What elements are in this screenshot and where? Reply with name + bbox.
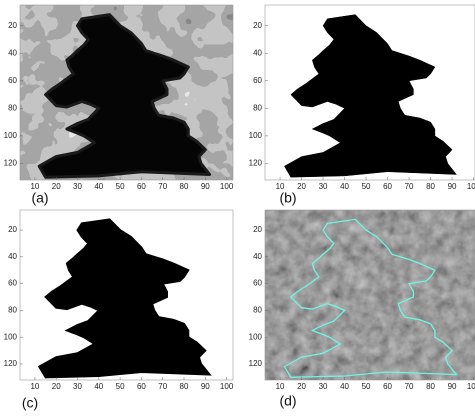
y-tick-label: 60	[8, 279, 17, 288]
y-tick-label: 40	[253, 48, 262, 57]
x-tick-label: 100	[467, 382, 475, 391]
panel-label: (a)	[31, 190, 48, 206]
y-tick-label: 80	[8, 306, 17, 315]
y-tick-label: 80	[8, 103, 17, 112]
image	[265, 210, 475, 380]
panel: 10 20 30 40 50 60 70 80 90 100 20 40 60 80 100 120 (c)	[4, 210, 234, 411]
x-tick-label: 90	[201, 382, 210, 391]
y-tick-label: 80	[253, 306, 262, 315]
x-tick-label: 60	[383, 382, 392, 391]
y-tick-label: 40	[8, 48, 17, 57]
x-tick-label: 30	[73, 182, 82, 191]
y-tick-label: 20	[8, 21, 17, 30]
panel-label: (b)	[279, 190, 296, 206]
y-tick-label: 20	[253, 225, 262, 234]
y-tick-label: 40	[253, 252, 262, 261]
x-tick-label: 100	[467, 182, 475, 191]
image	[20, 5, 233, 180]
panel-label: (c)	[22, 395, 38, 411]
x-tick-label: 20	[52, 382, 61, 391]
x-tick-label: 90	[448, 182, 457, 191]
x-tick-label: 60	[137, 382, 146, 391]
x-tick-label: 60	[383, 182, 392, 191]
y-tick-label: 120	[249, 359, 263, 368]
x-tick-label: 10	[30, 382, 39, 391]
x-tick-label: 30	[73, 382, 82, 391]
y-tick-label: 80	[253, 103, 262, 112]
x-tick-label: 20	[52, 182, 61, 191]
image-background	[265, 210, 475, 380]
x-tick-label: 50	[362, 182, 371, 191]
y-tick-label: 100	[4, 131, 18, 140]
x-tick-label: 70	[405, 182, 414, 191]
x-tick-label: 40	[94, 182, 103, 191]
x-tick-label: 20	[297, 382, 306, 391]
x-tick-label: 100	[220, 182, 234, 191]
x-tick-label: 30	[319, 382, 328, 391]
x-tick-label: 70	[405, 382, 414, 391]
x-tick-label: 80	[180, 382, 189, 391]
x-tick-label: 80	[426, 382, 435, 391]
x-tick-label: 30	[319, 182, 328, 191]
y-tick-label: 20	[8, 225, 17, 234]
y-tick-label: 60	[253, 279, 262, 288]
x-tick-label: 70	[158, 382, 167, 391]
y-tick-label: 120	[4, 359, 18, 368]
x-tick-label: 80	[180, 182, 189, 191]
x-tick-label: 80	[426, 182, 435, 191]
image	[20, 210, 233, 380]
y-tick-label: 60	[253, 76, 262, 85]
x-tick-label: 70	[158, 182, 167, 191]
x-tick-label: 20	[297, 182, 306, 191]
x-tick-label: 100	[220, 382, 234, 391]
x-tick-label: 90	[201, 182, 210, 191]
x-tick-label: 50	[116, 182, 125, 191]
figure: 10 20 30 40 50 60 70 80 90 100 20 40 60 80 100 120 (a) 10…	[0, 0, 475, 416]
x-tick-label: 40	[94, 382, 103, 391]
y-tick-label: 100	[249, 131, 263, 140]
y-tick-label: 100	[4, 332, 18, 341]
y-tick-label: 120	[249, 159, 263, 168]
y-tick-label: 120	[4, 159, 18, 168]
panel: 10 20 30 40 50 60 70 80 90 100 20 40 60 80 100 120 (d)	[249, 210, 475, 409]
x-tick-label: 40	[340, 382, 349, 391]
x-tick-label: 40	[340, 182, 349, 191]
x-tick-label: 60	[137, 182, 146, 191]
x-tick-label: 90	[448, 382, 457, 391]
x-tick-label: 10	[276, 382, 285, 391]
image	[265, 5, 475, 180]
y-tick-label: 60	[8, 76, 17, 85]
y-tick-label: 40	[8, 252, 17, 261]
x-tick-label: 50	[362, 382, 371, 391]
x-tick-label: 50	[116, 382, 125, 391]
panel-label: (d)	[279, 393, 296, 409]
y-tick-label: 100	[249, 332, 263, 341]
y-tick-label: 20	[253, 21, 262, 30]
